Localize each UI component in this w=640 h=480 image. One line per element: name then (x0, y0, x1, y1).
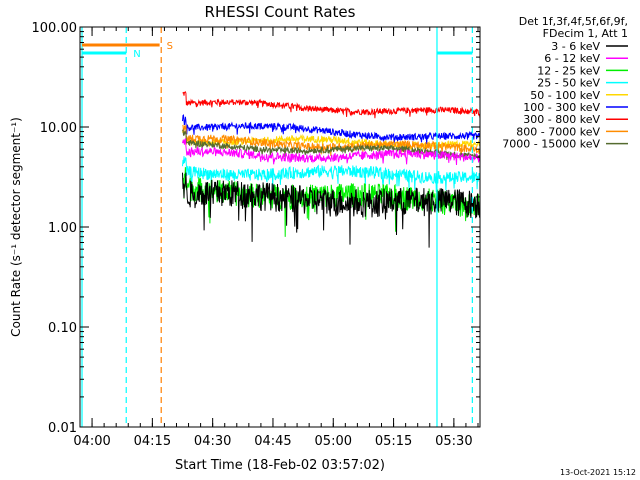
legend-header-0: Det 1f,3f,4f,5f,6f,9f, (519, 15, 628, 28)
series-line-3 (182, 156, 481, 193)
legend-label-5: 100 - 300 keV (523, 101, 600, 114)
plot-area: NS (81, 27, 481, 427)
series-line-5 (182, 114, 481, 145)
plot-frame (79, 26, 481, 428)
series-line-6 (182, 91, 481, 119)
legend-label-1: 6 - 12 keV (544, 52, 600, 65)
timestamp: 13-Oct-2021 15:12 (560, 468, 636, 477)
legend-label-0: 3 - 6 keV (551, 40, 600, 53)
x-tick-label: 04:00 (73, 434, 110, 449)
chart-title: RHESSI Count Rates (205, 3, 356, 21)
legend-label-2: 12 - 25 keV (537, 64, 600, 77)
x-tick-label: 04:45 (254, 434, 291, 449)
series-line-0 (182, 172, 481, 248)
x-tick-label: 04:15 (134, 434, 171, 449)
x-tick-label: 05:00 (315, 434, 352, 449)
legend-label-8: 7000 - 15000 keV (502, 138, 600, 151)
y-tick-label: 0.10 (48, 321, 77, 336)
legend-label-3: 25 - 50 keV (537, 77, 600, 90)
legend-label-4: 50 - 100 keV (530, 89, 600, 102)
x-tick-label: 05:15 (375, 434, 412, 449)
legend: Det 1f,3f,4f,5f,6f,9f,FDecim 1, Att 13 -… (502, 15, 628, 151)
y-tick-label: 10.00 (40, 121, 77, 136)
legend-label-7: 800 - 7000 keV (516, 125, 600, 138)
x-tick-label: 04:30 (194, 434, 231, 449)
y-tick-label: 0.01 (48, 421, 77, 436)
x-tick-label: 05:30 (435, 434, 472, 449)
y-tick-label: 1.00 (48, 221, 77, 236)
attenuator-label-0: N (133, 49, 140, 60)
series-line-4 (182, 128, 481, 152)
x-axis-label: Start Time (18-Feb-02 03:57:02) (175, 458, 385, 473)
legend-label-6: 300 - 800 keV (523, 113, 600, 126)
legend-header-1: FDecim 1, Att 1 (543, 27, 628, 40)
y-axis-label: Count Rate (s⁻¹ detector segment⁻¹) (9, 117, 23, 337)
series-line-1 (182, 138, 481, 166)
attenuator-label-1: S (167, 41, 173, 52)
y-tick-label: 100.00 (32, 21, 78, 36)
series-line-8 (182, 128, 481, 160)
